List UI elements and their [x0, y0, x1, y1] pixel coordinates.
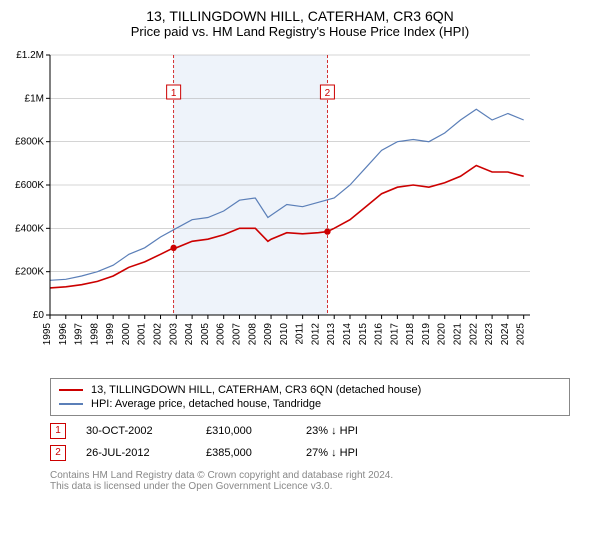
footer-line-2: This data is licensed under the Open Gov…	[50, 481, 570, 492]
transactions-table: 1 30-OCT-2002£310,00023% ↓ HPI 2 26-JUL-201…	[50, 420, 570, 464]
transaction-price: £385,000	[206, 447, 306, 459]
svg-text:1996: 1996	[58, 323, 69, 346]
svg-text:2005: 2005	[200, 323, 211, 346]
legend-label: 13, TILLINGDOWN HILL, CATERHAM, CR3 6QN …	[91, 384, 421, 396]
svg-text:2018: 2018	[405, 323, 416, 346]
line-chart: £0 £200K £400K £600K £800K £1M £1.2M 1995 1996 19…	[0, 45, 540, 365]
svg-text:2015: 2015	[358, 323, 369, 346]
transaction-badge: 2	[50, 445, 66, 461]
legend: 13, TILLINGDOWN HILL, CATERHAM, CR3 6QN …	[50, 378, 570, 416]
svg-text:2025: 2025	[516, 323, 527, 346]
legend-row: HPI: Average price, detached house, Tand…	[59, 397, 561, 411]
svg-text:£800K: £800K	[15, 137, 44, 148]
svg-text:2009: 2009	[263, 323, 274, 346]
svg-text:1998: 1998	[89, 323, 100, 346]
chart-title: 13, TILLINGDOWN HILL, CATERHAM, CR3 6QN	[0, 0, 600, 24]
transaction-row: 2 26-JUL-2012£385,00027% ↓ HPI	[50, 442, 570, 464]
svg-text:£0: £0	[33, 310, 45, 321]
svg-text:2020: 2020	[437, 323, 448, 346]
footer-line-1: Contains HM Land Registry data © Crown c…	[50, 470, 570, 481]
transaction-date: 26-JUL-2012	[86, 447, 206, 459]
legend-label: HPI: Average price, detached house, Tand…	[91, 398, 321, 410]
footer-attribution: Contains HM Land Registry data © Crown c…	[50, 470, 570, 492]
svg-text:2001: 2001	[137, 323, 148, 346]
page: 13, TILLINGDOWN HILL, CATERHAM, CR3 6QN …	[0, 0, 600, 492]
svg-text:£1.2M: £1.2M	[16, 50, 44, 61]
svg-text:2013: 2013	[326, 323, 337, 346]
legend-swatch	[59, 389, 83, 391]
transaction-badge: 1	[50, 423, 66, 439]
svg-text:2022: 2022	[468, 323, 479, 346]
svg-text:£200K: £200K	[15, 267, 44, 278]
svg-text:1995: 1995	[42, 323, 53, 346]
svg-text:2007: 2007	[231, 323, 242, 346]
svg-text:2016: 2016	[374, 323, 385, 346]
svg-text:2023: 2023	[484, 323, 495, 346]
svg-text:£400K: £400K	[15, 223, 44, 234]
transaction-diff: 23% ↓ HPI	[306, 425, 406, 437]
transaction-diff: 27% ↓ HPI	[306, 447, 406, 459]
svg-text:2003: 2003	[168, 323, 179, 346]
chart-area: £0 £200K £400K £600K £800K £1M £1.2M 1995 1996 19…	[0, 45, 600, 370]
svg-text:2012: 2012	[310, 323, 321, 346]
svg-text:2019: 2019	[421, 323, 432, 346]
svg-text:£600K: £600K	[15, 180, 44, 191]
svg-text:2002: 2002	[153, 323, 164, 346]
svg-text:£1M: £1M	[25, 93, 44, 104]
svg-text:1997: 1997	[74, 323, 85, 346]
chart-subtitle: Price paid vs. HM Land Registry's House …	[0, 24, 600, 45]
transaction-date: 30-OCT-2002	[86, 425, 206, 437]
svg-text:2024: 2024	[500, 323, 511, 346]
svg-text:1999: 1999	[105, 323, 116, 346]
legend-row: 13, TILLINGDOWN HILL, CATERHAM, CR3 6QN …	[59, 383, 561, 397]
svg-text:2008: 2008	[247, 323, 258, 346]
svg-text:2017: 2017	[389, 323, 400, 346]
svg-text:2004: 2004	[184, 323, 195, 346]
svg-text:2014: 2014	[342, 323, 353, 346]
svg-text:2: 2	[325, 88, 331, 99]
transaction-row: 1 30-OCT-2002£310,00023% ↓ HPI	[50, 420, 570, 442]
legend-swatch	[59, 403, 83, 405]
svg-text:2006: 2006	[216, 323, 227, 346]
svg-text:2021: 2021	[453, 323, 464, 346]
svg-text:2000: 2000	[121, 323, 132, 346]
svg-text:2011: 2011	[295, 323, 306, 345]
svg-text:1: 1	[171, 88, 177, 99]
transaction-price: £310,000	[206, 425, 306, 437]
svg-text:2010: 2010	[279, 323, 290, 346]
